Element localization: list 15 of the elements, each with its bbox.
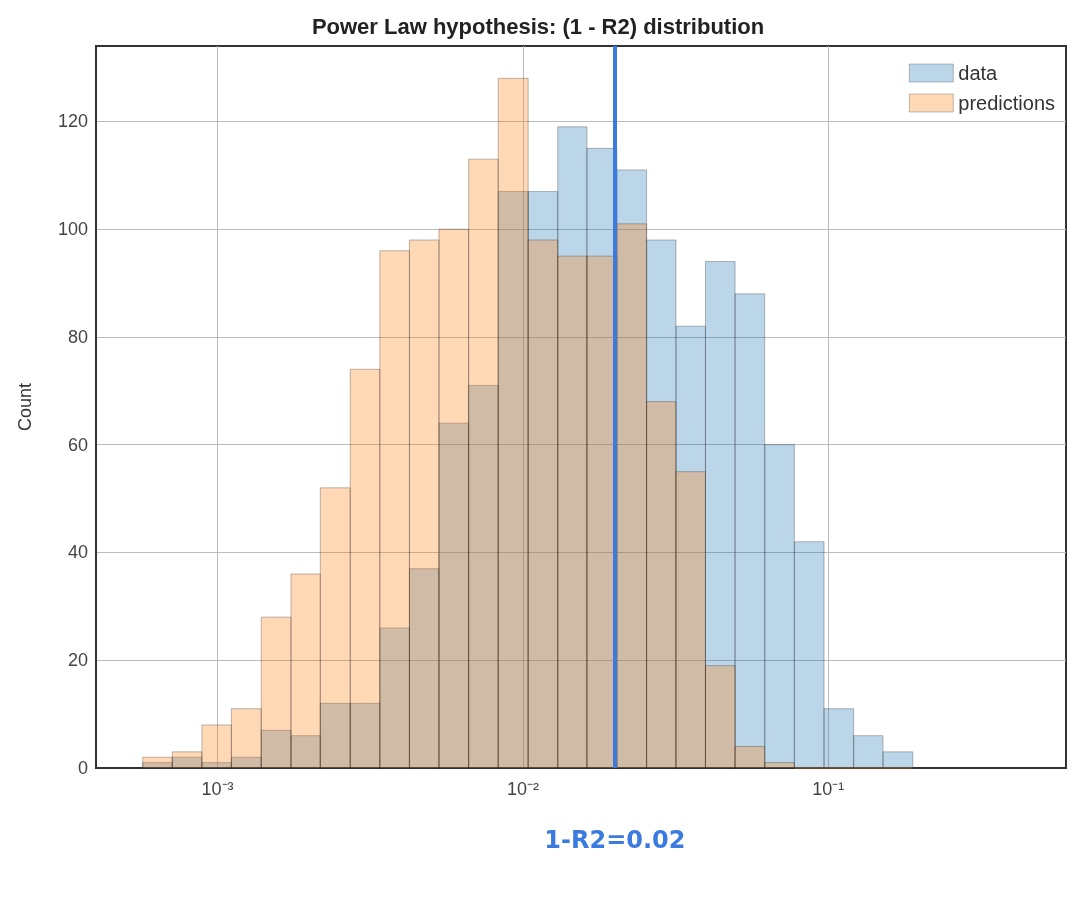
y-tick-label: 80	[67, 326, 88, 347]
x-tick-label: 10⁻³	[201, 779, 234, 799]
y-tick-label: 20	[67, 650, 88, 671]
x-tick-label: 10⁻²	[506, 779, 539, 799]
y-axis-title: Count	[15, 382, 35, 432]
y-tick-label: 40	[67, 542, 88, 563]
y-tick-label: 0	[77, 758, 88, 778]
legend-label: predictions	[958, 92, 1055, 114]
chart-title: Power Law hypothesis: (1 - R2) distribution	[311, 13, 765, 39]
ref-line-label: 1-R2=0.02	[544, 826, 686, 854]
y-tick-label: 100	[57, 219, 88, 240]
legend-label: data	[958, 62, 999, 84]
y-tick-label: 120	[57, 111, 88, 132]
y-tick-label: 60	[67, 434, 88, 455]
x-tick-label: 10⁻¹	[812, 779, 845, 799]
